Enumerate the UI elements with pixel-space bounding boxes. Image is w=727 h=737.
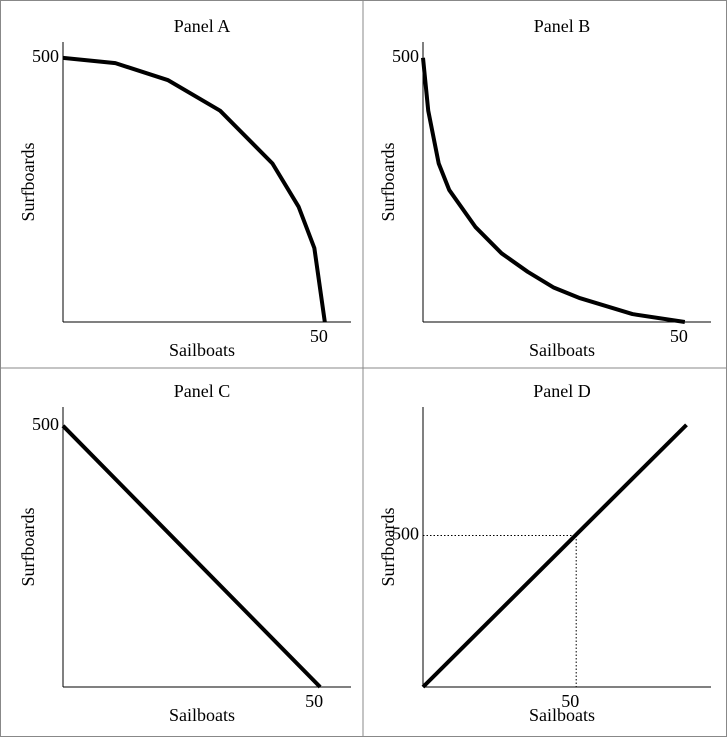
x-axis-label: Sailboats [169,705,235,725]
panel-title: Panel A [174,16,231,36]
y-axis-label: Surfboards [18,143,38,222]
y-axis-label: Surfboards [378,143,398,222]
panel: Panel C Sailboats Surfboards 50 500 [18,381,351,725]
panel-title: Panel D [533,381,591,401]
y-tick-label: 500 [392,524,419,544]
y-axis-label: Surfboards [378,508,398,587]
y-tick-label: 500 [392,46,419,66]
y-tick-label: 500 [32,414,59,434]
x-tick-label: 50 [310,326,328,346]
panel: Panel B Sailboats Surfboards 50 500 [378,16,711,360]
y-tick-label: 500 [32,46,59,66]
x-tick-label: 50 [561,691,579,711]
curve [421,57,686,324]
y-axis-label: Surfboards [18,508,38,587]
panel-title: Panel B [534,16,591,36]
curve [61,424,322,689]
panel: Panel D Sailboats Surfboards 50 500 [378,381,711,725]
panel-title: Panel C [174,381,231,401]
x-axis-label: Sailboats [529,705,595,725]
x-axis-label: Sailboats [169,340,235,360]
panel: Panel A Sailboats Surfboards 50 500 [18,16,351,360]
curve [421,423,688,689]
x-tick-label: 50 [670,326,688,346]
x-tick-label: 50 [305,691,323,711]
x-axis-label: Sailboats [529,340,595,360]
curve [62,55,327,323]
